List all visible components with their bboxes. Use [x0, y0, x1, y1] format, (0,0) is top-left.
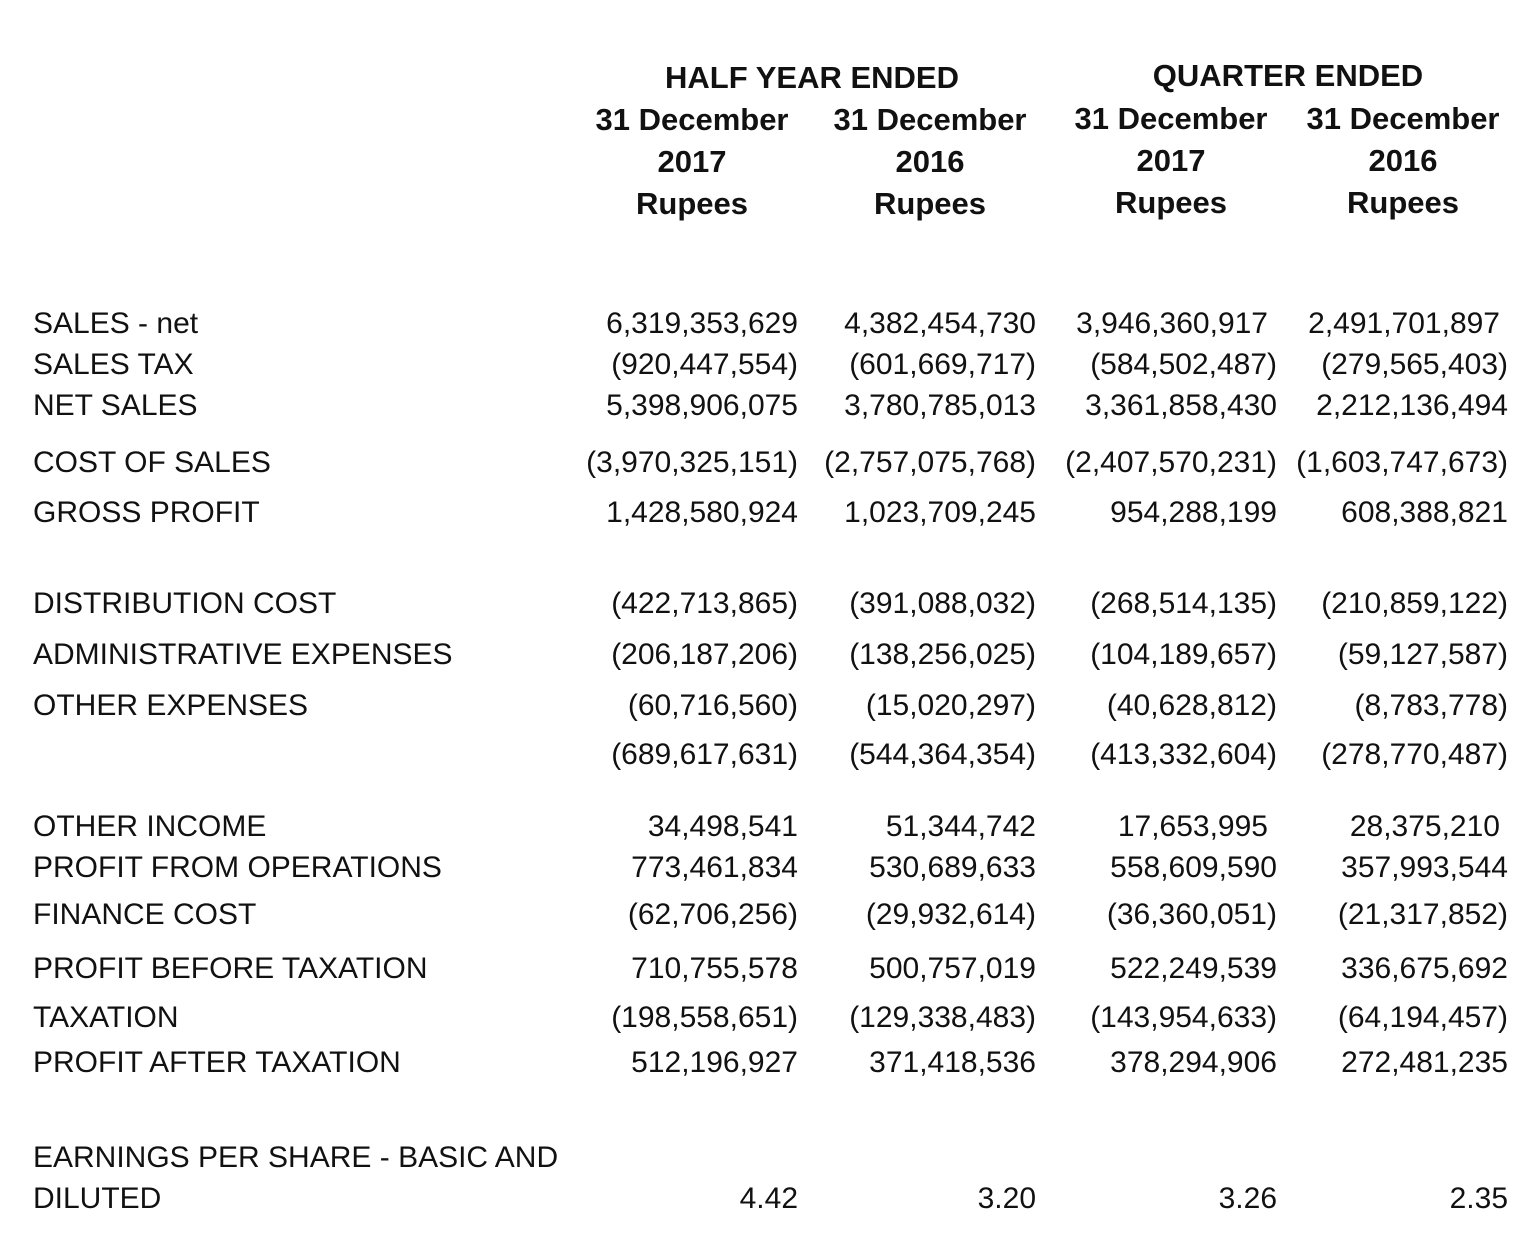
- value-cell: 357,993,544: [1341, 851, 1508, 884]
- value-cell: 522,249,539: [1110, 952, 1277, 985]
- value-cell: 954,288,199: [1110, 496, 1277, 529]
- value-cell: (1,603,747,673): [1296, 446, 1508, 479]
- row-label-eps: EARNINGS PER SHARE - BASIC AND: [33, 1141, 559, 1174]
- value-cell: 710,755,578: [631, 952, 798, 985]
- row-label-other-income: OTHER INCOME: [33, 810, 267, 843]
- row-label-profit-after-taxation: PROFIT AFTER TAXATION: [33, 1046, 401, 1079]
- row-label-profit-before-taxation: PROFIT BEFORE TAXATION: [33, 952, 428, 985]
- value-cell: (210,859,122): [1321, 587, 1508, 620]
- value-cell: (40,628,812): [1106, 689, 1277, 722]
- value-cell: 558,609,590: [1110, 851, 1277, 884]
- value-cell: 773,461,834: [631, 851, 798, 884]
- value-cell: (198,558,651): [611, 1001, 798, 1034]
- value-cell: (2,407,570,231): [1065, 446, 1277, 479]
- column-header-unit: Rupees: [874, 186, 986, 221]
- row-label-net-sales: NET SALES: [33, 389, 198, 422]
- row-label-gross-profit: GROSS PROFIT: [33, 496, 260, 529]
- value-cell: (143,954,633): [1090, 1001, 1277, 1034]
- row-label-distribution-cost: DISTRIBUTION COST: [33, 587, 337, 620]
- value-cell: 336,675,692: [1341, 952, 1508, 985]
- subtotal-cell: (278,770,487): [1321, 738, 1508, 771]
- value-cell: (15,020,297): [865, 689, 1036, 722]
- column-header-unit: Rupees: [1115, 185, 1227, 220]
- row-label-eps-continued: DILUTED: [33, 1182, 162, 1215]
- value-cell: (129,338,483): [849, 1001, 1036, 1034]
- column-header-year: 2017: [657, 144, 727, 179]
- value-cell: (21,317,852): [1337, 898, 1508, 931]
- row-label-finance-cost: FINANCE COST: [33, 898, 257, 931]
- value-cell: (601,669,717): [849, 348, 1036, 381]
- row-label-administrative-expenses: ADMINISTRATIVE EXPENSES: [33, 638, 453, 671]
- row-label-sales-net: SALES - net: [33, 307, 199, 340]
- value-cell: (206,187,206): [611, 638, 798, 671]
- value-cell: 3,361,858,430: [1085, 389, 1277, 422]
- eps-value-cell: 4.42: [739, 1182, 798, 1215]
- value-cell: 3,946,360,917: [1076, 307, 1268, 340]
- column-header-date: 31 December: [1074, 101, 1268, 136]
- value-cell: (60,716,560): [627, 689, 798, 722]
- value-cell: (279,565,403): [1321, 348, 1508, 381]
- value-cell: 530,689,633: [869, 851, 1036, 884]
- value-cell: 17,653,995: [1117, 810, 1268, 843]
- column-header-year: 2016: [895, 144, 965, 179]
- value-cell: (36,360,051): [1106, 898, 1277, 931]
- value-cell: 1,023,709,245: [844, 496, 1036, 529]
- value-cell: 28,375,210: [1349, 810, 1500, 843]
- value-cell: 5,398,906,075: [606, 389, 798, 422]
- value-cell: 500,757,019: [869, 952, 1036, 985]
- value-cell: (391,088,032): [849, 587, 1036, 620]
- value-cell: (920,447,554): [611, 348, 798, 381]
- value-cell: 4,382,454,730: [844, 307, 1036, 340]
- subtotal-cell: (689,617,631): [611, 738, 798, 771]
- row-label-other-expenses: OTHER EXPENSES: [33, 689, 309, 722]
- subtotal-cell: (413,332,604): [1090, 738, 1277, 771]
- value-cell: (104,189,657): [1090, 638, 1277, 671]
- value-cell: 272,481,235: [1341, 1046, 1508, 1079]
- row-label-cost-of-sales: COST OF SALES: [33, 446, 271, 479]
- row-label-profit-from-operations: PROFIT FROM OPERATIONS: [33, 851, 442, 884]
- value-cell: 2,491,701,897: [1308, 307, 1500, 340]
- value-cell: 51,344,742: [885, 810, 1036, 843]
- value-cell: 3,780,785,013: [844, 389, 1036, 422]
- eps-value-cell: 2.35: [1449, 1182, 1508, 1215]
- eps-value-cell: 3.20: [977, 1182, 1036, 1215]
- subtotal-cell: (544,364,354): [849, 738, 1036, 771]
- value-cell: 512,196,927: [631, 1046, 798, 1079]
- group-header-half-year: HALF YEAR ENDED: [665, 60, 959, 95]
- value-cell: (59,127,587): [1337, 638, 1508, 671]
- value-cell: 608,388,821: [1341, 496, 1508, 529]
- value-cell: (2,757,075,768): [824, 446, 1036, 479]
- value-cell: 378,294,906: [1110, 1046, 1277, 1079]
- column-header-year: 2016: [1368, 143, 1438, 178]
- value-cell: (62,706,256): [627, 898, 798, 931]
- group-header-quarter: QUARTER ENDED: [1152, 58, 1424, 93]
- column-header-date: 31 December: [1306, 101, 1500, 136]
- row-label-sales-tax: SALES TAX: [33, 348, 194, 381]
- value-cell: 1,428,580,924: [606, 496, 798, 529]
- value-cell: 6,319,353,629: [606, 307, 798, 340]
- value-cell: 34,498,541: [647, 810, 798, 843]
- column-header-unit: Rupees: [636, 186, 748, 221]
- value-cell: (584,502,487): [1090, 348, 1277, 381]
- value-cell: (268,514,135): [1090, 587, 1277, 620]
- column-header-year: 2017: [1136, 143, 1206, 178]
- column-header-unit: Rupees: [1347, 185, 1459, 220]
- value-cell: (422,713,865): [611, 587, 798, 620]
- value-cell: 2,212,136,494: [1316, 389, 1508, 422]
- column-header-date: 31 December: [833, 102, 1027, 137]
- value-cell: 371,418,536: [869, 1046, 1036, 1079]
- value-cell: (64,194,457): [1337, 1001, 1508, 1034]
- value-cell: (138,256,025): [849, 638, 1036, 671]
- column-header-date: 31 December: [595, 102, 789, 137]
- value-cell: (29,932,614): [865, 898, 1036, 931]
- value-cell: (8,783,778): [1354, 689, 1508, 722]
- row-label-taxation: TAXATION: [33, 1001, 179, 1034]
- eps-value-cell: 3.26: [1218, 1182, 1277, 1215]
- value-cell: (3,970,325,151): [586, 446, 798, 479]
